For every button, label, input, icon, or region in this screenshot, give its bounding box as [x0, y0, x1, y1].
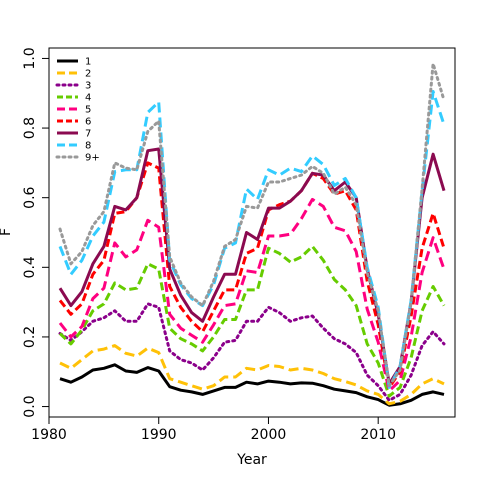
x-axis-label: Year: [236, 452, 267, 468]
legend-label-7: 7: [85, 129, 91, 140]
y-tick-label: 0.6: [22, 186, 38, 208]
y-tick-label: 0.4: [22, 256, 38, 278]
series-line-5: [58, 197, 446, 393]
y-tick-label: 0.8: [22, 117, 38, 139]
y-axis: 0.0 0.2 0.4 0.6 0.8 1.0: [22, 47, 50, 418]
series-line-4: [58, 244, 446, 398]
y-tick-label: 1.0: [22, 47, 38, 69]
x-tick-label: 1980: [31, 427, 67, 443]
legend-label-8: 8: [85, 141, 91, 152]
legend-label-9: 9+: [85, 153, 100, 164]
x-tick-label: 2010: [360, 427, 396, 443]
y-tick-label: 0.2: [22, 326, 38, 348]
x-tick-label: 1990: [141, 427, 177, 443]
legend-label-3: 3: [85, 81, 91, 92]
y-tick-label: 0.0: [22, 395, 38, 417]
x-axis: 1980 1990 2000 2010: [31, 416, 396, 443]
y-axis-label: F: [0, 228, 14, 236]
series-line-1: [59, 363, 445, 407]
series-line-2: [59, 344, 445, 406]
legend-label-6: 6: [85, 117, 91, 128]
series-line-9: [58, 62, 446, 388]
legend-label-2: 2: [85, 69, 91, 80]
x-tick-label: 2000: [251, 427, 287, 443]
legend-label-1: 1: [85, 57, 91, 68]
legend-label-5: 5: [85, 105, 91, 116]
series-line-6: [58, 161, 446, 389]
series-line-8: [58, 90, 446, 389]
series-lines: [58, 62, 446, 407]
series-line-3: [58, 302, 446, 402]
legend-label-4: 4: [85, 93, 91, 104]
